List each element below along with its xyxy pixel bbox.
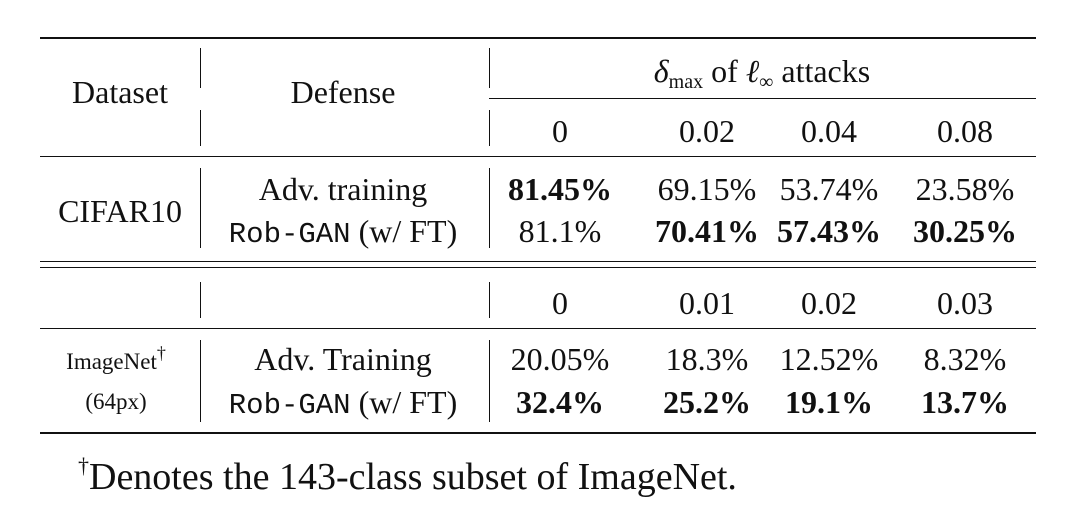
defense-method: Rob-GAN [228,389,351,422]
eps-value: 0.04 [801,113,857,149]
delta-symbol: δ [653,53,669,89]
col-divider-1 [200,48,201,88]
of-word: of [711,53,738,89]
footnote-text: Denotes the 143-class subset of ImageNet… [89,456,737,498]
eps-value: 0.02 [801,285,857,321]
dataset-cifar10: CIFAR10 [58,193,182,229]
accuracy-cell: 70.41% [655,213,759,249]
accuracy-cell: 81.1% [518,213,602,249]
delta-subscript: max [668,71,704,93]
ell-symbol: ℓ [745,53,760,89]
accuracy-cell: 81.45% [508,171,612,207]
accuracy-cell: 13.7% [921,384,1009,420]
eps-value: 0 [552,113,568,149]
eps-value: 0.02 [679,113,735,149]
defense-label: Adv. training [258,171,428,207]
eps-value: 0.03 [937,285,993,321]
eps-value: 0 [552,285,568,321]
defense-adv-training: Adv. training [259,173,428,207]
accuracy-cell: 25.2% [663,384,751,420]
col-divider-2 [489,48,490,88]
attacks-word: attacks [781,53,871,89]
defense-label: (w/ FT) [350,384,458,420]
header-dataset: Dataset [72,74,168,110]
accuracy-cell: 57.43% [777,213,881,249]
header-bottom-rule [40,156,1036,157]
infinity-subscript: ∞ [759,71,774,93]
col-divider-1 [200,340,201,422]
accuracy-cell: 18.3% [665,341,749,377]
header-subrule [489,98,1036,99]
dagger-mark: † [156,343,166,363]
accuracy-cell: 8.32% [923,341,1007,377]
col-divider-2 [489,282,490,318]
header-defense: Defense [290,74,396,110]
col-divider-2 [489,340,490,422]
col-divider-1 [200,110,201,146]
dataset-imagenet-name: ImageNet [66,349,157,374]
eps-value: 0.08 [937,113,993,149]
accuracy-cell: 19.1% [785,384,873,420]
header-attack-title: δmax of ℓ∞ attacks [653,53,871,92]
defense-method: Rob-GAN [228,218,351,251]
defense-label: Adv. Training [254,341,432,377]
accuracy-cell: 53.74% [779,171,879,207]
defense-label: (w/ FT) [350,213,458,249]
accuracy-cell: 20.05% [510,341,610,377]
double-rule-bottom [40,267,1036,268]
col-divider-1 [200,168,201,248]
col-divider-1 [200,282,201,318]
footnote-dagger: † [78,453,89,478]
accuracy-cell: 69.15% [657,171,757,207]
dataset-imagenet: ImageNet† [66,344,166,374]
col-divider-2 [489,168,490,248]
dataset-imagenet-resolution: (64px) [85,389,147,414]
table-footnote: †Denotes the 143-class subset of ImageNe… [78,453,737,499]
eps-value: 0.01 [679,285,735,321]
col-divider-2 [489,110,490,146]
accuracy-cell: 23.58% [915,171,1015,207]
top-rule [40,37,1036,39]
accuracy-cell: 32.4% [516,384,604,420]
defense-rob-gan: Rob-GAN (w/ FT) [229,386,457,420]
accuracy-cell: 12.52% [779,341,879,377]
bottom-rule [40,432,1036,434]
double-rule-top [40,261,1036,262]
accuracy-cell: 30.25% [913,213,1017,249]
defense-adv-training: Adv. Training [254,343,432,377]
imagenet-header-rule [40,328,1036,329]
defense-rob-gan: Rob-GAN (w/ FT) [229,215,457,249]
